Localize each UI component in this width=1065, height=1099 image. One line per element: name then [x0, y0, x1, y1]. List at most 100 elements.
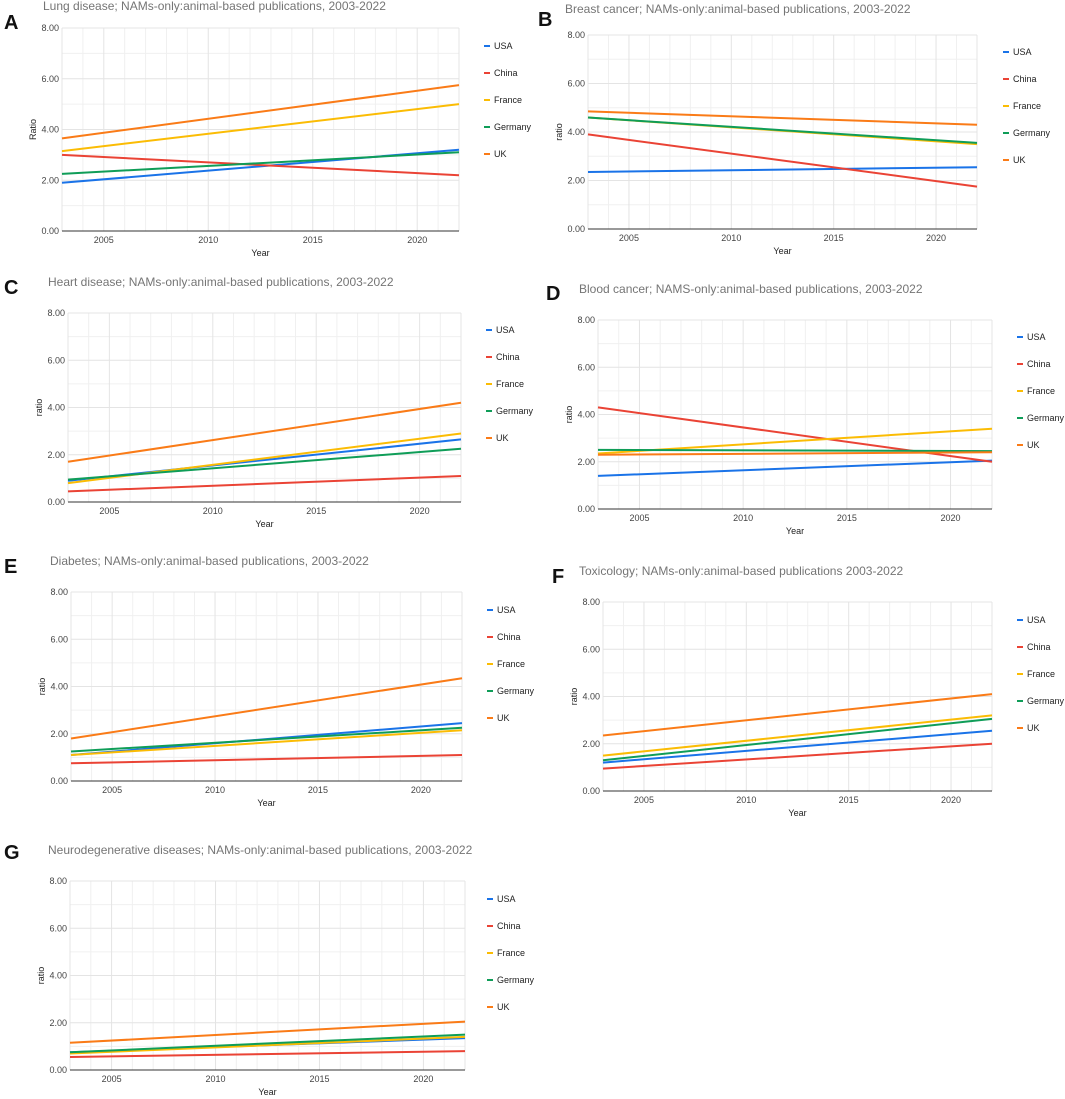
series-line-germany: [602, 717, 993, 762]
x-tick-label: 2005: [102, 785, 122, 795]
chart-panel-c: C Heart disease; NAMs-only:animal-based p…: [4, 275, 534, 529]
chart-title: Heart disease; NAMs-only:animal-based pu…: [48, 275, 394, 289]
x-tick-label: 2005: [634, 795, 654, 805]
x-tick-label: 2015: [837, 513, 857, 523]
x-tick-label: 2015: [303, 235, 323, 245]
y-tick-label: 4.00: [47, 403, 65, 413]
panel-letter: A: [4, 12, 18, 34]
y-axis-label: ratio: [34, 399, 44, 417]
x-tick-label: 2010: [203, 506, 223, 516]
series-line-germany: [61, 151, 460, 175]
legend-label-uk: UK: [497, 1002, 510, 1012]
x-tick-label: 2010: [736, 795, 756, 805]
y-axis-label: ratio: [554, 123, 564, 141]
chart-title: Blood cancer; NAMS-only:animal-based pub…: [579, 282, 923, 296]
y-tick-label: 4.00: [49, 971, 67, 981]
chart-panel-d: D Blood cancer; NAMS-only:animal-based pu…: [546, 282, 1065, 536]
series-line-china: [67, 475, 462, 493]
x-tick-label: 2010: [721, 233, 741, 243]
series-line-germany: [70, 726, 463, 753]
legend-label-china: China: [497, 921, 521, 931]
x-tick-label: 2020: [411, 785, 431, 795]
legend-label-china: China: [494, 68, 518, 78]
series-line-china: [61, 153, 460, 177]
x-tick-label: 2015: [824, 233, 844, 243]
series-line-uk: [67, 401, 462, 463]
legend-label-uk: UK: [1027, 440, 1040, 450]
x-tick-label: 2015: [309, 1074, 329, 1084]
series-line-uk: [69, 1020, 466, 1044]
legend-label-germany: Germany: [496, 406, 534, 416]
x-tick-label: 2015: [839, 795, 859, 805]
y-tick-label: 2.00: [49, 1018, 67, 1028]
series-line-uk: [70, 677, 463, 740]
panel-letter: G: [4, 842, 20, 864]
x-axis-label: Year: [257, 798, 275, 808]
chart-panel-g: G Neurodegenerative diseases; NAMs-only:a…: [4, 842, 535, 1097]
y-tick-label: 0.00: [567, 224, 585, 234]
legend-label-usa: USA: [497, 605, 516, 615]
panel-letter: B: [538, 9, 552, 31]
x-tick-label: 2005: [629, 513, 649, 523]
series-line-france: [61, 103, 460, 153]
legend-label-usa: USA: [497, 894, 516, 904]
legend-label-france: France: [494, 95, 522, 105]
panel-letter: D: [546, 283, 560, 305]
y-tick-label: 2.00: [41, 175, 59, 185]
y-tick-label: 8.00: [567, 30, 585, 40]
y-axis-label: Ratio: [28, 119, 38, 140]
series-line-china: [70, 754, 463, 765]
x-tick-label: 2010: [198, 235, 218, 245]
y-axis-label: ratio: [569, 688, 579, 706]
legend-label-china: China: [1027, 359, 1051, 369]
series-line-usa: [597, 459, 993, 477]
x-tick-label: 2015: [308, 785, 328, 795]
legend-label-germany: Germany: [494, 122, 532, 132]
chart-title: Lung disease; NAMs-only:animal-based pub…: [43, 0, 386, 13]
series-line-germany: [587, 116, 978, 144]
series-line-china: [602, 742, 993, 770]
series-line-usa: [602, 729, 993, 764]
y-tick-label: 8.00: [50, 587, 68, 597]
series-line-uk: [61, 84, 460, 140]
series-line-uk: [602, 693, 993, 737]
y-tick-label: 2.00: [567, 176, 585, 186]
series-line-france: [69, 1035, 466, 1055]
x-axis-label: Year: [258, 1087, 276, 1097]
y-tick-label: 6.00: [567, 79, 585, 89]
y-tick-label: 2.00: [577, 457, 595, 467]
legend-label-china: China: [1027, 642, 1051, 652]
series-line-germany: [67, 447, 462, 481]
legend-label-germany: Germany: [497, 975, 535, 985]
y-tick-label: 0.00: [41, 226, 59, 236]
legend-label-uk: UK: [497, 713, 510, 723]
x-axis-label: Year: [251, 248, 269, 258]
y-tick-label: 4.00: [577, 410, 595, 420]
x-tick-label: 2005: [99, 506, 119, 516]
series-line-germany: [69, 1033, 466, 1054]
legend-label-uk: UK: [496, 433, 509, 443]
legend-label-china: China: [496, 352, 520, 362]
legend-label-usa: USA: [494, 41, 513, 51]
y-tick-label: 0.00: [49, 1065, 67, 1075]
x-tick-label: 2010: [206, 1074, 226, 1084]
y-tick-label: 6.00: [582, 644, 600, 654]
legend-label-germany: Germany: [1027, 696, 1065, 706]
legend-label-usa: USA: [1027, 615, 1046, 625]
x-axis-label: Year: [788, 808, 806, 818]
y-tick-label: 4.00: [41, 125, 59, 135]
series-line-uk: [597, 451, 993, 456]
y-tick-label: 0.00: [50, 776, 68, 786]
y-tick-label: 6.00: [41, 74, 59, 84]
y-tick-label: 4.00: [50, 682, 68, 692]
legend-label-france: France: [497, 948, 525, 958]
y-tick-label: 8.00: [577, 315, 595, 325]
y-tick-label: 2.00: [47, 450, 65, 460]
chart-title: Toxicology; NAMs-only:animal-based publi…: [579, 564, 904, 578]
legend-label-germany: Germany: [497, 686, 535, 696]
legend-label-france: France: [497, 659, 525, 669]
legend-label-germany: Germany: [1027, 413, 1065, 423]
chart-panel-f: F Toxicology; NAMs-only:animal-based publ…: [552, 564, 1065, 818]
series-line-france: [70, 729, 463, 756]
y-tick-label: 8.00: [49, 876, 67, 886]
